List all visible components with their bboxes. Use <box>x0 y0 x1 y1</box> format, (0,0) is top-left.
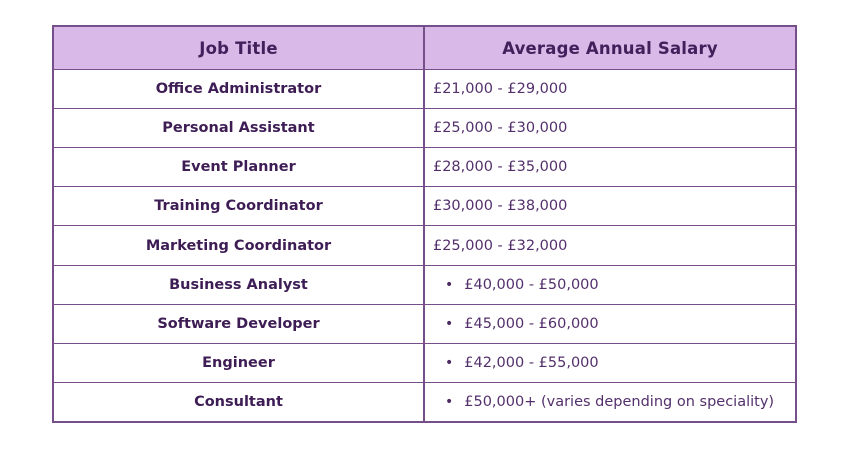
job-title-label: Personal Assistant <box>162 120 315 137</box>
job-title-cell: Consultant <box>54 382 425 421</box>
job-title-cell: Personal Assistant <box>54 109 425 148</box>
salary-cell: • £45,000 - £60,000 <box>425 305 795 343</box>
salary-label: £28,000 - £35,000 <box>432 159 568 176</box>
table-header-row: Job Title Average Annual Salary <box>54 27 795 71</box>
job-title-label: Engineer <box>202 354 275 371</box>
job-title-cell: Event Planner <box>54 148 425 187</box>
salary-label: £21,000 - £29,000 <box>432 81 568 98</box>
table-row: Event Planner £28,000 - £35,000 <box>54 148 795 188</box>
job-title-cell: Software Developer <box>54 304 425 343</box>
salary-label: £25,000 - £32,000 <box>432 237 568 254</box>
table-row: Business Analyst • £40,000 - £50,000 <box>54 265 795 305</box>
job-title-cell: Business Analyst <box>54 265 425 304</box>
salary-cell: £28,000 - £35,000 <box>425 148 795 186</box>
job-title-label: Marketing Coordinator <box>145 237 332 254</box>
header-job-title-label: Job Title <box>199 38 278 58</box>
job-title-label: Training Coordinator <box>154 198 323 215</box>
table-row: Software Developer • £45,000 - £60,000 <box>54 304 795 344</box>
bullet-icon: • <box>444 354 454 371</box>
job-title-label: Consultant <box>194 393 283 410</box>
job-title-label: Office Administrator <box>155 81 322 98</box>
salary-label: £25,000 - £30,000 <box>432 120 568 137</box>
header-job-title: Job Title <box>54 27 425 70</box>
table-row: Office Administrator £21,000 - £29,000 <box>54 70 795 110</box>
salary-cell: • £50,000+ (varies depending on speciali… <box>425 383 795 421</box>
salary-label: £30,000 - £38,000 <box>432 198 568 215</box>
bullet-icon: • <box>444 393 454 410</box>
job-title-label: Business Analyst <box>169 276 308 293</box>
salary-label: £50,000+ (varies depending on speciality… <box>464 393 775 410</box>
salary-cell: £21,000 - £29,000 <box>425 70 795 108</box>
salary-cell: £25,000 - £32,000 <box>425 226 795 264</box>
bullet-icon: • <box>444 315 454 332</box>
header-salary-label: Average Annual Salary <box>502 38 718 58</box>
table-row: Training Coordinator £30,000 - £38,000 <box>54 187 795 227</box>
job-title-label: Event Planner <box>181 159 296 176</box>
salary-cell: • £40,000 - £50,000 <box>425 266 795 304</box>
job-title-cell: Engineer <box>54 343 425 382</box>
salary-label: £42,000 - £55,000 <box>464 354 599 371</box>
salary-cell: £25,000 - £30,000 <box>425 109 795 147</box>
table-row: Personal Assistant £25,000 - £30,000 <box>54 109 795 149</box>
salary-label: £40,000 - £50,000 <box>464 276 599 293</box>
salary-cell: £30,000 - £38,000 <box>425 187 795 225</box>
job-title-label: Software Developer <box>157 315 320 332</box>
bullet-icon: • <box>444 276 454 293</box>
salary-label: £45,000 - £60,000 <box>464 315 599 332</box>
table-row: Consultant • £50,000+ (varies depending … <box>54 382 795 421</box>
header-salary: Average Annual Salary <box>425 27 795 69</box>
job-title-cell: Office Administrator <box>54 70 425 109</box>
salary-table: Job Title Average Annual Salary Office A… <box>52 25 797 423</box>
salary-cell: • £42,000 - £55,000 <box>425 344 795 382</box>
table-row: Engineer • £42,000 - £55,000 <box>54 343 795 383</box>
job-title-cell: Training Coordinator <box>54 187 425 226</box>
table-row: Marketing Coordinator £25,000 - £32,000 <box>54 226 795 266</box>
job-title-cell: Marketing Coordinator <box>54 226 425 265</box>
